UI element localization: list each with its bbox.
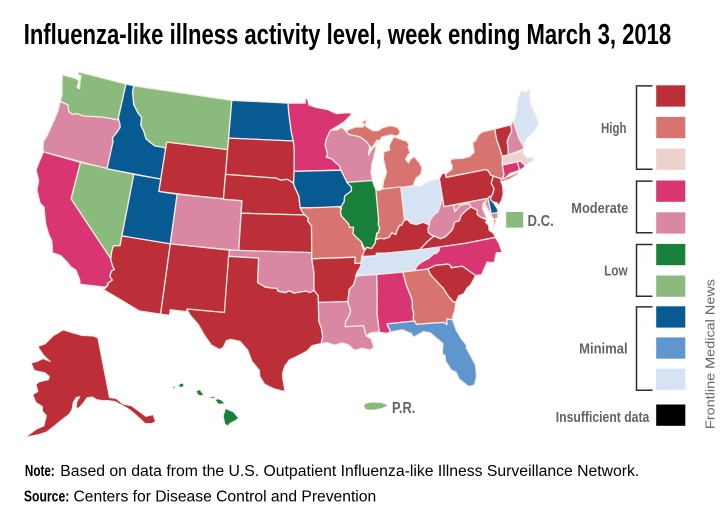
svg-text:Insufficient data: Insufficient data bbox=[556, 409, 650, 426]
svg-text:Source:Centers for Disease Con: Source: Centers for Disease Control and P… bbox=[24, 488, 376, 505]
svg-text:Low: Low bbox=[604, 263, 628, 280]
svg-text:Frontline Medical News: Frontline Medical News bbox=[703, 279, 717, 429]
svg-text:High: High bbox=[601, 120, 627, 137]
svg-text:D.C.: D.C. bbox=[528, 213, 554, 230]
svg-text:Influenza-like illness activit: Influenza-like illness activity level, w… bbox=[24, 19, 672, 51]
svg-text:Minimal: Minimal bbox=[579, 341, 628, 358]
svg-text:Note:Based on data from the U.: Note: Based on data from the U.S. Outpati… bbox=[25, 463, 639, 480]
svg-text:Moderate: Moderate bbox=[571, 200, 628, 217]
svg-text:P.R.: P.R. bbox=[392, 400, 415, 417]
